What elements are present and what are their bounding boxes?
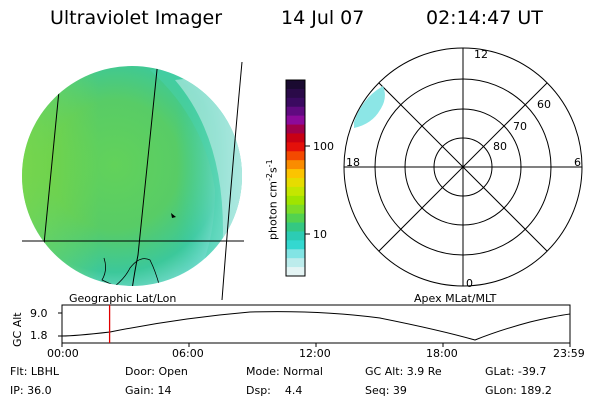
colorbar-cell (286, 267, 305, 277)
status-gain: Gain: 14 (125, 384, 172, 397)
status-glat: GLat: -39.7 (485, 365, 547, 378)
altitude-xtick-1: 06:00 (172, 347, 204, 360)
colorbar-cell (286, 240, 305, 250)
colorbar-cell (286, 204, 305, 215)
altitude-ylabel: GC Alt (11, 312, 24, 347)
altitude-ytick-bottom: 1.8 (30, 329, 48, 342)
colorbar-tick-10: 10 (313, 228, 327, 241)
colorbar-cell (286, 178, 305, 188)
altitude-plot (58, 304, 571, 347)
altitude-xtick-4: 23:59 (553, 347, 585, 360)
status-dsp: Dsp: 4.4 (246, 384, 303, 397)
status-gc-alt: GC Alt: 3.9 Re (365, 365, 442, 378)
status-door: Door: Open (125, 365, 188, 378)
status-glon: GLon: 189.2 (485, 384, 552, 397)
altitude-xtick-2: 12:00 (299, 347, 331, 360)
colorbar-tick-100: 100 (313, 140, 334, 153)
colorbar-cell (286, 160, 305, 170)
time-label: 02:14:47 UT (426, 7, 543, 29)
colorbar-cell (286, 195, 305, 206)
status-mode: Mode: Normal (246, 365, 323, 378)
mlt-label-0: 0 (466, 277, 473, 290)
colorbar-cells (286, 80, 305, 277)
colorbar-unit-label: photon cm-2s-1 (265, 159, 280, 240)
colorbar-cell (286, 142, 305, 152)
date-label: 14 Jul 07 (281, 7, 365, 29)
colorbar (285, 79, 310, 277)
right-panel-caption: Apex MLat/MLT (414, 292, 497, 305)
colorbar-cell (286, 222, 305, 232)
colorbar-cell (286, 213, 305, 223)
status-ip: IP: 36.0 (10, 384, 52, 397)
mlat-label-60: 60 (537, 98, 551, 111)
mlt-label-18: 18 (346, 156, 360, 169)
colorbar-cell (286, 231, 305, 241)
colorbar-cell (286, 88, 305, 99)
mlt-label-12: 12 (474, 48, 488, 61)
colorbar-cell (286, 133, 305, 143)
colorbar-cell (286, 169, 305, 179)
colorbar-cell (286, 124, 305, 134)
altitude-xtick-3: 18:00 (426, 347, 458, 360)
altitude-ytick-top: 9.0 (30, 307, 48, 320)
colorbar-cell (286, 106, 305, 117)
mlat-label-70: 70 (513, 120, 527, 133)
auroral-patch (354, 86, 385, 128)
mlat-label-80: 80 (493, 140, 507, 153)
status-flt: Flt: LBHL (10, 365, 59, 378)
colorbar-cell (286, 80, 305, 90)
colorbar-cell (286, 186, 305, 197)
colorbar-cell (286, 151, 305, 161)
colorbar-cell (286, 115, 305, 125)
left-panel-caption: Geographic Lat/Lon (69, 292, 177, 305)
colorbar-cell (286, 249, 305, 259)
mlt-label-6: 6 (574, 156, 581, 169)
altitude-xtick-0: 00:00 (47, 347, 79, 360)
earth-image (22, 61, 244, 301)
polar-plot (343, 47, 583, 287)
colorbar-cell (286, 97, 305, 108)
instrument-title: Ultraviolet Imager (50, 7, 223, 29)
status-seq: Seq: 39 (365, 384, 407, 397)
colorbar-cell (286, 258, 305, 268)
